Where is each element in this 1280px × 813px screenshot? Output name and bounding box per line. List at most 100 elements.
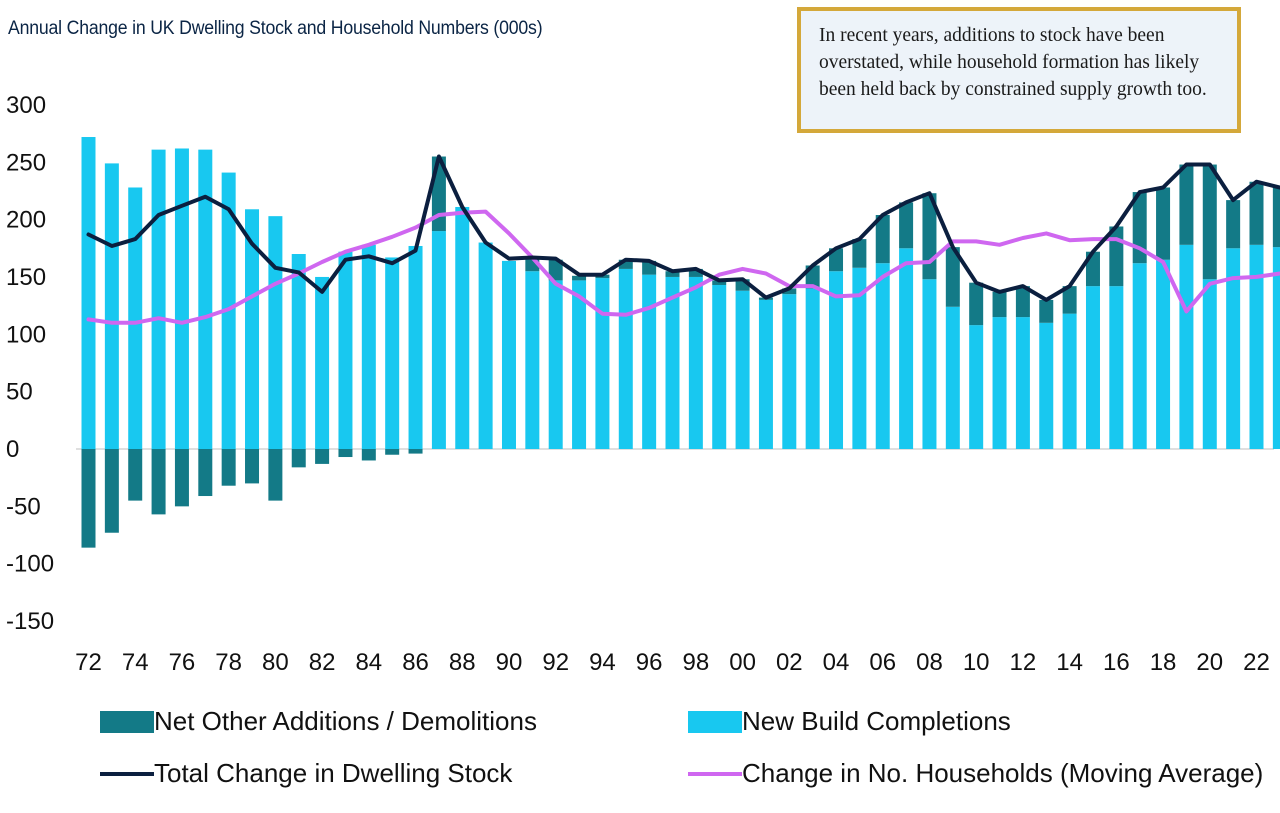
- bar-net-other: [852, 239, 867, 268]
- bar-new-build: [1132, 263, 1147, 449]
- bar-new-build: [829, 271, 844, 449]
- bar-new-build: [501, 260, 516, 449]
- bar-net-other: [782, 288, 797, 295]
- x-tick-label: 86: [402, 649, 429, 676]
- bar-new-build: [665, 276, 680, 449]
- chart-title: Annual Change in UK Dwelling Stock and H…: [8, 18, 543, 39]
- legend-label-new-build: New Build Completions: [742, 706, 1011, 736]
- bar-net-other: [1202, 164, 1217, 280]
- bar-new-build: [455, 206, 470, 449]
- bar-net-other: [1249, 181, 1264, 245]
- x-tick-label: 74: [122, 649, 149, 676]
- x-tick-label: 06: [869, 649, 896, 676]
- legend-label-total: Total Change in Dwelling Stock: [154, 758, 513, 788]
- y-tick-label: -50: [6, 493, 41, 520]
- bar-new-build: [688, 276, 703, 449]
- callout-text: In recent years, additions to stock have…: [819, 25, 1207, 100]
- bar-new-build: [1062, 313, 1077, 449]
- x-tick-label: 14: [1056, 649, 1083, 676]
- bar-new-build: [735, 290, 750, 449]
- bar-new-build: [198, 149, 213, 449]
- bar-net-other: [291, 449, 306, 468]
- bar-net-other: [1039, 299, 1054, 323]
- bar-net-other: [992, 291, 1007, 318]
- x-tick-label: 20: [1196, 649, 1223, 676]
- bar-new-build: [1015, 317, 1030, 449]
- bar-net-other: [361, 449, 376, 461]
- x-tick-label: 96: [636, 649, 663, 676]
- legend-swatch-households: [688, 771, 742, 776]
- bar-new-build: [548, 280, 563, 449]
- bar-new-build: [1039, 322, 1054, 449]
- bar-net-other: [385, 449, 400, 455]
- bar-new-build: [128, 187, 143, 449]
- bar-net-other: [221, 449, 236, 486]
- x-tick-label: 08: [916, 649, 943, 676]
- bar-net-other: [735, 279, 750, 291]
- bar-net-other: [198, 449, 213, 497]
- line-total-stock: [86, 154, 1280, 302]
- bar-new-build: [338, 251, 353, 449]
- bar-net-other: [899, 202, 914, 249]
- bar-new-build: [899, 248, 914, 449]
- bar-new-build: [151, 149, 166, 449]
- bar-new-build: [595, 278, 610, 449]
- bar-series: [81, 137, 1280, 548]
- bar-net-other: [712, 280, 727, 285]
- x-tick-label: 16: [1103, 649, 1130, 676]
- bar-net-other: [548, 259, 563, 281]
- bar-new-build: [712, 284, 727, 449]
- x-tick-label: 10: [963, 649, 990, 676]
- bar-net-other: [665, 271, 680, 277]
- bar-new-build: [805, 288, 820, 449]
- bar-new-build: [81, 137, 96, 450]
- bar-net-other: [245, 449, 260, 484]
- bar-new-build: [1226, 248, 1241, 449]
- legend-swatch-net-other: [100, 710, 154, 733]
- x-tick-label: 12: [1010, 649, 1037, 676]
- bar-net-other: [1226, 200, 1241, 249]
- x-tick-label: 18: [1150, 649, 1177, 676]
- bar-new-build: [385, 257, 400, 449]
- bar-net-other: [945, 247, 960, 307]
- bar-new-build: [478, 242, 493, 449]
- legend-label-households: Change in No. Households (Moving Average…: [742, 758, 1264, 788]
- bar-new-build: [572, 280, 587, 449]
- y-tick-label: 300: [6, 92, 46, 119]
- bar-net-other: [618, 259, 633, 269]
- bar-new-build: [245, 209, 260, 449]
- x-tick-label: 00: [729, 649, 756, 676]
- bar-net-other: [104, 449, 119, 533]
- legend-swatch-total: [100, 771, 154, 776]
- x-tick-label: 92: [542, 649, 569, 676]
- x-tick-label: 04: [823, 649, 850, 676]
- y-tick-label: 150: [6, 264, 46, 291]
- x-tick-label: 82: [309, 649, 336, 676]
- x-tick-label: 98: [683, 649, 710, 676]
- bar-net-other: [875, 215, 890, 264]
- y-tick-label: -150: [6, 608, 54, 635]
- legend-item-new-build: New Build Completions: [688, 706, 1011, 737]
- bar-net-other: [338, 449, 353, 458]
- bar-net-other: [688, 268, 703, 277]
- legend-item-net-other: Net Other Additions / Demolitions: [100, 706, 537, 737]
- bar-new-build: [1085, 286, 1100, 449]
- y-tick-label: 200: [6, 207, 46, 234]
- bar-net-other: [128, 449, 143, 501]
- bar-new-build: [1202, 279, 1217, 449]
- legend-swatch-new-build: [688, 710, 742, 733]
- bar-new-build: [525, 271, 540, 449]
- bar-net-other: [829, 248, 844, 272]
- x-tick-label: 78: [215, 649, 242, 676]
- x-tick-label: 22: [1243, 649, 1270, 676]
- bar-new-build: [315, 276, 330, 449]
- legend-item-households: Change in No. Households (Moving Average…: [688, 758, 1263, 789]
- bar-new-build: [1249, 244, 1264, 449]
- line-households: [86, 209, 1280, 325]
- bar-new-build: [361, 244, 376, 449]
- y-tick-label: 50: [6, 379, 33, 406]
- bar-net-other: [1156, 187, 1171, 260]
- y-tick-label: 0: [6, 436, 19, 463]
- bar-net-other: [151, 449, 166, 515]
- bar-net-other: [1015, 286, 1030, 318]
